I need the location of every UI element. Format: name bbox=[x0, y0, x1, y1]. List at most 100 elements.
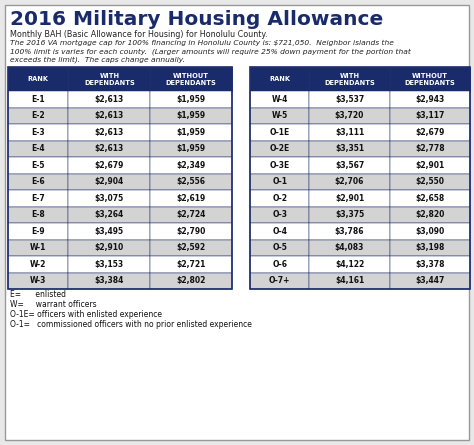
Bar bbox=[150, 174, 232, 190]
Bar bbox=[8, 157, 68, 174]
Text: $3,375: $3,375 bbox=[335, 210, 364, 219]
Bar bbox=[310, 223, 390, 239]
Text: $2,820: $2,820 bbox=[415, 210, 445, 219]
Text: $3,495: $3,495 bbox=[95, 227, 124, 236]
Bar bbox=[150, 272, 232, 289]
Bar bbox=[68, 108, 150, 124]
Text: $2,721: $2,721 bbox=[176, 260, 206, 269]
Text: O-6: O-6 bbox=[272, 260, 287, 269]
Text: WITH: WITH bbox=[339, 73, 360, 78]
Bar bbox=[390, 157, 470, 174]
Bar bbox=[68, 141, 150, 157]
Bar bbox=[250, 108, 310, 124]
Text: $3,567: $3,567 bbox=[335, 161, 364, 170]
Bar bbox=[390, 67, 470, 91]
Bar bbox=[150, 141, 232, 157]
Bar bbox=[8, 91, 68, 108]
Text: O-3E: O-3E bbox=[270, 161, 290, 170]
Text: E-1: E-1 bbox=[31, 95, 45, 104]
Bar bbox=[8, 67, 68, 91]
Text: $2,613: $2,613 bbox=[95, 144, 124, 153]
Text: O-7+: O-7+ bbox=[269, 276, 291, 285]
Bar bbox=[68, 190, 150, 206]
Bar bbox=[390, 108, 470, 124]
Text: O-1=   commissioned officers with no prior enlisted experience: O-1= commissioned officers with no prior… bbox=[10, 320, 252, 329]
Text: $3,111: $3,111 bbox=[335, 128, 364, 137]
Text: $3,153: $3,153 bbox=[95, 260, 124, 269]
Text: $2,349: $2,349 bbox=[176, 161, 206, 170]
Text: E=      enlisted: E= enlisted bbox=[10, 290, 66, 299]
Bar bbox=[8, 141, 68, 157]
Bar bbox=[390, 141, 470, 157]
Text: E-9: E-9 bbox=[31, 227, 45, 236]
Bar bbox=[68, 124, 150, 141]
Text: $2,556: $2,556 bbox=[177, 177, 206, 186]
Bar bbox=[8, 174, 68, 190]
Bar bbox=[310, 108, 390, 124]
Bar bbox=[8, 272, 68, 289]
Text: W=     warrant officers: W= warrant officers bbox=[10, 300, 97, 309]
Bar bbox=[390, 206, 470, 223]
Bar bbox=[310, 124, 390, 141]
Bar bbox=[250, 141, 310, 157]
Text: Monthly BAH (Basic Allowance for Housing) for Honolulu County.: Monthly BAH (Basic Allowance for Housing… bbox=[10, 30, 267, 39]
Bar bbox=[390, 239, 470, 256]
Text: $1,959: $1,959 bbox=[176, 111, 206, 120]
Text: $3,090: $3,090 bbox=[415, 227, 445, 236]
Text: O-1: O-1 bbox=[272, 177, 287, 186]
Text: $2,943: $2,943 bbox=[415, 95, 445, 104]
Text: $3,384: $3,384 bbox=[95, 276, 124, 285]
Bar bbox=[8, 256, 68, 272]
Text: W-2: W-2 bbox=[30, 260, 46, 269]
Bar bbox=[390, 124, 470, 141]
Bar bbox=[310, 91, 390, 108]
Text: $3,378: $3,378 bbox=[415, 260, 445, 269]
Bar bbox=[390, 256, 470, 272]
Bar bbox=[150, 157, 232, 174]
Text: WITHOUT: WITHOUT bbox=[173, 73, 209, 78]
Text: RANK: RANK bbox=[28, 76, 49, 82]
Bar bbox=[250, 223, 310, 239]
Bar bbox=[250, 91, 310, 108]
Text: $4,122: $4,122 bbox=[335, 260, 364, 269]
Text: $2,901: $2,901 bbox=[415, 161, 445, 170]
Text: $2,613: $2,613 bbox=[95, 95, 124, 104]
Text: 100% limit is varies for each county.  (Larger amounts will require 25% down pay: 100% limit is varies for each county. (L… bbox=[10, 48, 411, 55]
Bar bbox=[68, 206, 150, 223]
Text: WITHOUT: WITHOUT bbox=[412, 73, 448, 78]
Text: O-5: O-5 bbox=[272, 243, 287, 252]
Text: $2,658: $2,658 bbox=[415, 194, 445, 203]
Bar bbox=[150, 256, 232, 272]
Text: $2,619: $2,619 bbox=[176, 194, 206, 203]
Text: W-1: W-1 bbox=[30, 243, 46, 252]
Text: DEPENDANTS: DEPENDANTS bbox=[166, 80, 217, 86]
Text: $2,802: $2,802 bbox=[176, 276, 206, 285]
Text: W-5: W-5 bbox=[272, 111, 288, 120]
Bar bbox=[68, 174, 150, 190]
Bar bbox=[68, 272, 150, 289]
Bar bbox=[310, 272, 390, 289]
Text: $3,447: $3,447 bbox=[415, 276, 445, 285]
Bar bbox=[310, 141, 390, 157]
Text: $2,724: $2,724 bbox=[176, 210, 206, 219]
Bar bbox=[250, 174, 310, 190]
Text: $1,959: $1,959 bbox=[176, 128, 206, 137]
Text: E-4: E-4 bbox=[31, 144, 45, 153]
Text: O-2: O-2 bbox=[272, 194, 287, 203]
Text: E-6: E-6 bbox=[31, 177, 45, 186]
Bar bbox=[150, 67, 232, 91]
Bar bbox=[150, 239, 232, 256]
Bar bbox=[390, 174, 470, 190]
Text: $2,910: $2,910 bbox=[95, 243, 124, 252]
Text: E-7: E-7 bbox=[31, 194, 45, 203]
Bar bbox=[310, 239, 390, 256]
Text: $3,117: $3,117 bbox=[415, 111, 445, 120]
Bar bbox=[68, 256, 150, 272]
Text: DEPENDANTS: DEPENDANTS bbox=[404, 80, 455, 86]
Bar bbox=[8, 124, 68, 141]
Bar bbox=[250, 124, 310, 141]
Text: O-3: O-3 bbox=[272, 210, 287, 219]
Text: DEPENDANTS: DEPENDANTS bbox=[84, 80, 135, 86]
Text: E-2: E-2 bbox=[31, 111, 45, 120]
Bar bbox=[150, 206, 232, 223]
